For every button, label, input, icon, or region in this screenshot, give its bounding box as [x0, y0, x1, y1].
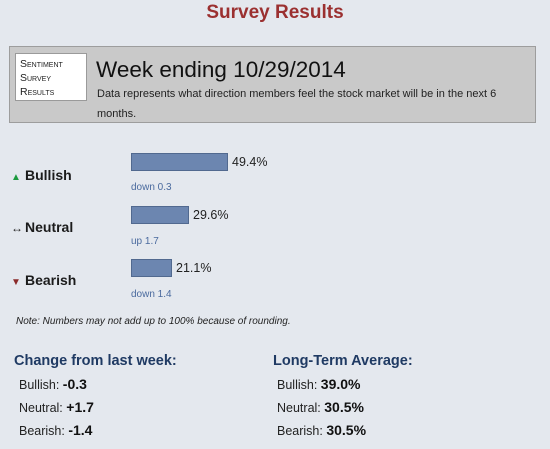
- change-neutral-label: Neutral:: [19, 401, 63, 415]
- change-bullish-value: -0.3: [62, 376, 87, 392]
- average-bullish-value: 39.0%: [320, 376, 361, 392]
- triangle-up-icon: ▲: [11, 172, 21, 183]
- week-heading: Week ending 10/29/2014: [96, 57, 346, 82]
- rounding-note: Note: Numbers may not add up to 100% bec…: [16, 316, 291, 327]
- change-bullish: Bullish: -0.3: [19, 376, 87, 392]
- survey-label-box: Sentiment Survey Results: [15, 53, 87, 101]
- neutral-bar: [131, 206, 189, 224]
- bearish-row-label: ▼ Bearish: [11, 272, 76, 288]
- bearish-change: down 1.4: [131, 289, 172, 300]
- average-section-heading: Long-Term Average:: [273, 353, 413, 369]
- bearish-bar: [131, 259, 172, 277]
- average-bullish-label: Bullish:: [277, 378, 318, 392]
- neutral-change: up 1.7: [131, 236, 159, 247]
- change-neutral-value: +1.7: [66, 399, 94, 415]
- label-line-2: Survey: [20, 72, 51, 84]
- bullish-row-label: ▲ Bullish: [11, 167, 72, 183]
- neutral-label: Neutral: [25, 219, 74, 235]
- average-bearish: Bearish: 30.5%: [277, 422, 366, 438]
- neutral-row-label: ↔ Neutral: [11, 219, 73, 235]
- average-neutral: Neutral: 30.5%: [277, 399, 364, 415]
- page-title: Survey Results: [206, 2, 344, 23]
- change-neutral: Neutral: +1.7: [19, 399, 94, 415]
- average-bearish-value: 30.5%: [326, 422, 367, 438]
- average-bearish-label: Bearish:: [277, 424, 323, 438]
- average-neutral-label: Neutral:: [277, 401, 321, 415]
- survey-description: Data represents what direction members f…: [97, 88, 497, 120]
- change-bearish-label: Bearish:: [19, 424, 65, 438]
- double-arrow-icon: ↔: [11, 221, 23, 235]
- label-line-1: Sentiment: [20, 58, 63, 70]
- change-bearish-value: -1.4: [68, 422, 93, 438]
- bearish-label: Bearish: [25, 272, 77, 288]
- neutral-percent: 29.6%: [193, 208, 229, 222]
- change-bullish-label: Bullish:: [19, 378, 60, 392]
- bullish-change: down 0.3: [131, 182, 172, 193]
- bullish-bar: [131, 153, 228, 171]
- triangle-down-icon: ▼: [11, 277, 21, 288]
- survey-header: Sentiment Survey Results Week ending 10/…: [9, 46, 536, 123]
- change-section-heading: Change from last week:: [14, 353, 177, 369]
- bullish-percent: 49.4%: [232, 155, 268, 169]
- bearish-percent: 21.1%: [176, 261, 212, 275]
- label-line-3: Results: [20, 86, 55, 98]
- average-bullish: Bullish: 39.0%: [277, 376, 360, 392]
- average-neutral-value: 30.5%: [324, 399, 364, 415]
- bullish-label: Bullish: [25, 167, 72, 183]
- change-bearish: Bearish: -1.4: [19, 422, 92, 438]
